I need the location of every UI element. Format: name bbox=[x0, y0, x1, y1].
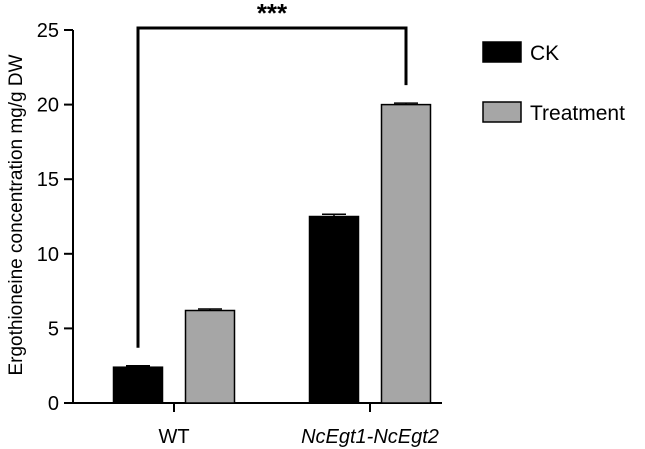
bars bbox=[112, 102, 432, 404]
bar-ck-2 bbox=[308, 215, 360, 404]
y-tick-label: 20 bbox=[37, 95, 59, 117]
x-category-label: WT bbox=[158, 426, 189, 448]
legend-swatch-treatment bbox=[482, 101, 522, 123]
y-tick-label: 15 bbox=[37, 169, 59, 191]
significance-line bbox=[136, 26, 408, 348]
y-tick-label: 10 bbox=[37, 244, 59, 266]
x-axis: WT NcEgt1-NcEgt2 bbox=[72, 402, 442, 448]
significance-bracket: *** bbox=[136, 0, 408, 348]
bar-ck-1 bbox=[112, 366, 164, 404]
y-tick-label: 25 bbox=[37, 20, 59, 42]
legend-label-treatment: Treatment bbox=[530, 102, 625, 125]
bar-treatment-2 bbox=[380, 103, 432, 404]
y-ticks: 0 5 10 15 20 25 bbox=[37, 20, 73, 415]
bar-treatment-1 bbox=[184, 309, 236, 404]
x-category-label: NcEgt1-NcEgt2 bbox=[301, 426, 439, 448]
y-tick-label: 0 bbox=[48, 393, 59, 415]
y-tick-label: 5 bbox=[48, 318, 59, 340]
legend: CK Treatment bbox=[482, 41, 625, 125]
y-axis-label: Ergothioneine concentration mg/g DW bbox=[6, 54, 27, 375]
x-ticks: WT NcEgt1-NcEgt2 bbox=[158, 403, 439, 448]
legend-swatch-ck bbox=[482, 41, 522, 63]
legend-label-ck: CK bbox=[530, 42, 559, 65]
significance-label: *** bbox=[257, 0, 288, 28]
y-axis: 0 5 10 15 20 25 bbox=[37, 20, 74, 415]
